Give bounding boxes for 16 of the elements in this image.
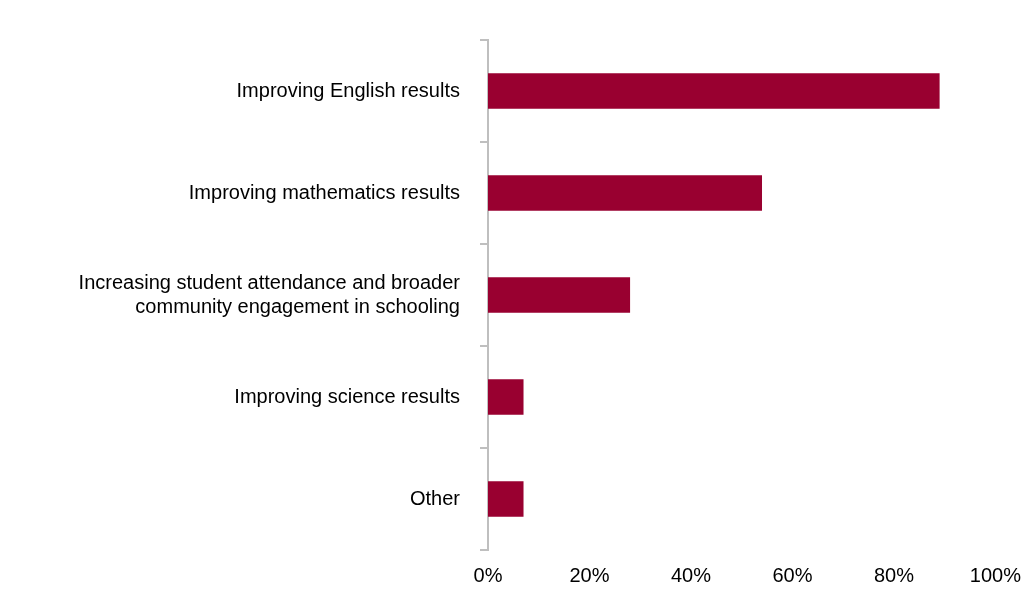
x-tick-label: 0%: [473, 563, 503, 586]
bar: [488, 277, 631, 313]
y-tick-label: Improving English results: [236, 78, 460, 101]
x-tick-label: 60%: [772, 563, 813, 586]
x-tick-label: 80%: [873, 563, 915, 586]
bar: [488, 73, 940, 109]
y-tick-label: Increasing student attendance and broader community engagement in schooling: [78, 270, 461, 317]
bar: [488, 379, 524, 415]
x-tick-label: 20%: [569, 563, 610, 586]
bar: [488, 481, 524, 517]
x-tick-label: 40%: [670, 563, 712, 586]
x-tick-label: 100%: [969, 563, 1022, 586]
y-tick-label: Improving science results: [234, 384, 460, 407]
bar: [488, 175, 763, 211]
y-tick-label: Other: [409, 486, 461, 509]
y-tick-label: Improving mathematics results: [188, 180, 460, 203]
